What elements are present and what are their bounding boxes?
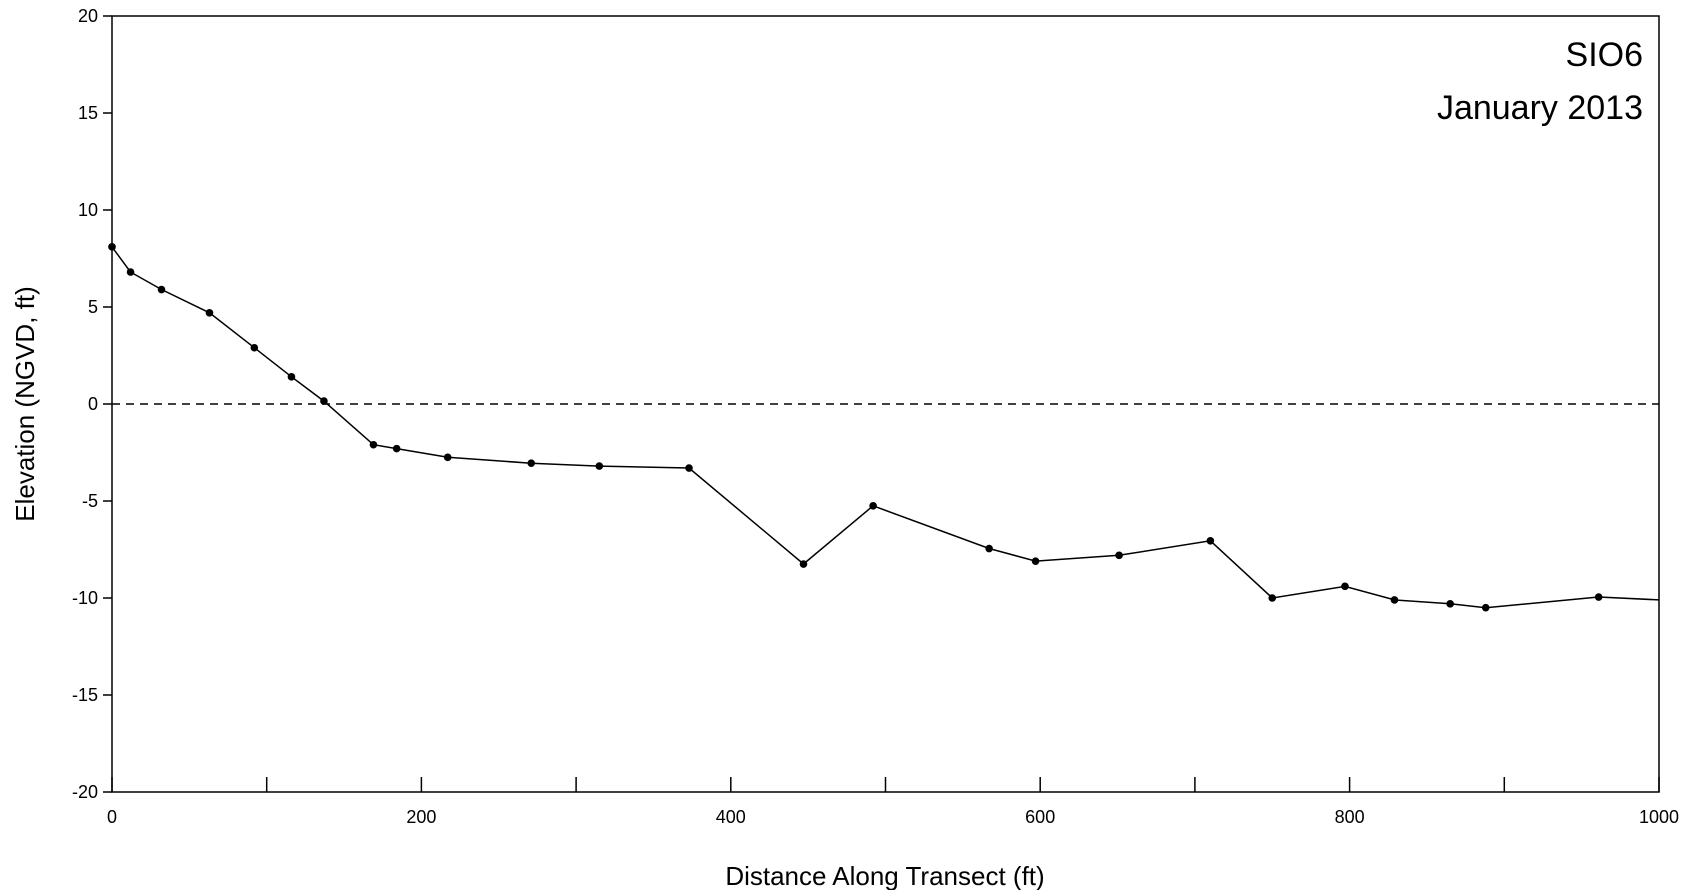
y-tick-label: 5: [88, 297, 98, 317]
data-point: [1481, 603, 1490, 612]
data-point: [1268, 594, 1277, 602]
data-point: [1341, 582, 1349, 591]
x-tick-label: 400: [716, 807, 746, 827]
x-tick-label: 800: [1335, 807, 1365, 827]
y-tick-label: -20: [72, 782, 98, 802]
data-point: [126, 268, 135, 276]
y-tick-label: 20: [78, 6, 98, 26]
data-point: [392, 444, 401, 453]
x-tick-label: 0: [107, 807, 117, 827]
y-tick-label: -10: [72, 588, 98, 608]
data-point: [320, 397, 328, 405]
x-axis: 0 200 400 600 800 1000: [107, 777, 1679, 827]
data-point: [595, 462, 604, 470]
data-point: [287, 373, 296, 381]
y-tick-label: -5: [82, 491, 98, 511]
data-point: [1206, 536, 1215, 545]
y-tick-label: 0: [88, 394, 98, 414]
data-point: [1390, 596, 1399, 604]
y-axis: -20 -15 -10 -5 0 5 10 15 20: [72, 6, 112, 802]
data-point: [869, 502, 877, 510]
annotation-date: January 2013: [1437, 89, 1643, 127]
data-point: [108, 243, 116, 251]
data-point: [369, 440, 378, 449]
data-point: [799, 560, 808, 568]
data-point: [1446, 600, 1454, 608]
data-point: [685, 464, 693, 472]
x-tick-label: 200: [406, 807, 436, 827]
x-axis-title: Distance Along Transect (ft): [725, 861, 1044, 890]
x-tick-label: 1000: [1639, 807, 1679, 827]
data-point: [1115, 551, 1123, 560]
y-axis-title: Elevation (NGVD, ft): [10, 286, 40, 522]
data-point: [1031, 557, 1040, 565]
x-tick-label: 600: [1025, 807, 1055, 827]
data-point: [527, 459, 536, 467]
data-point: [250, 343, 259, 352]
elevation-series-line: [111, 246, 1660, 609]
data-point: [1594, 593, 1603, 601]
annotation-station: SIO6: [1566, 36, 1643, 74]
data-point: [985, 544, 993, 553]
data-point: [443, 453, 452, 462]
data-point: [157, 285, 166, 294]
data-point: [205, 309, 214, 317]
y-tick-label: -15: [72, 685, 98, 705]
y-tick-label: 15: [78, 103, 98, 123]
elevation-series-points: [108, 243, 1603, 612]
y-tick-label: 10: [78, 200, 98, 220]
